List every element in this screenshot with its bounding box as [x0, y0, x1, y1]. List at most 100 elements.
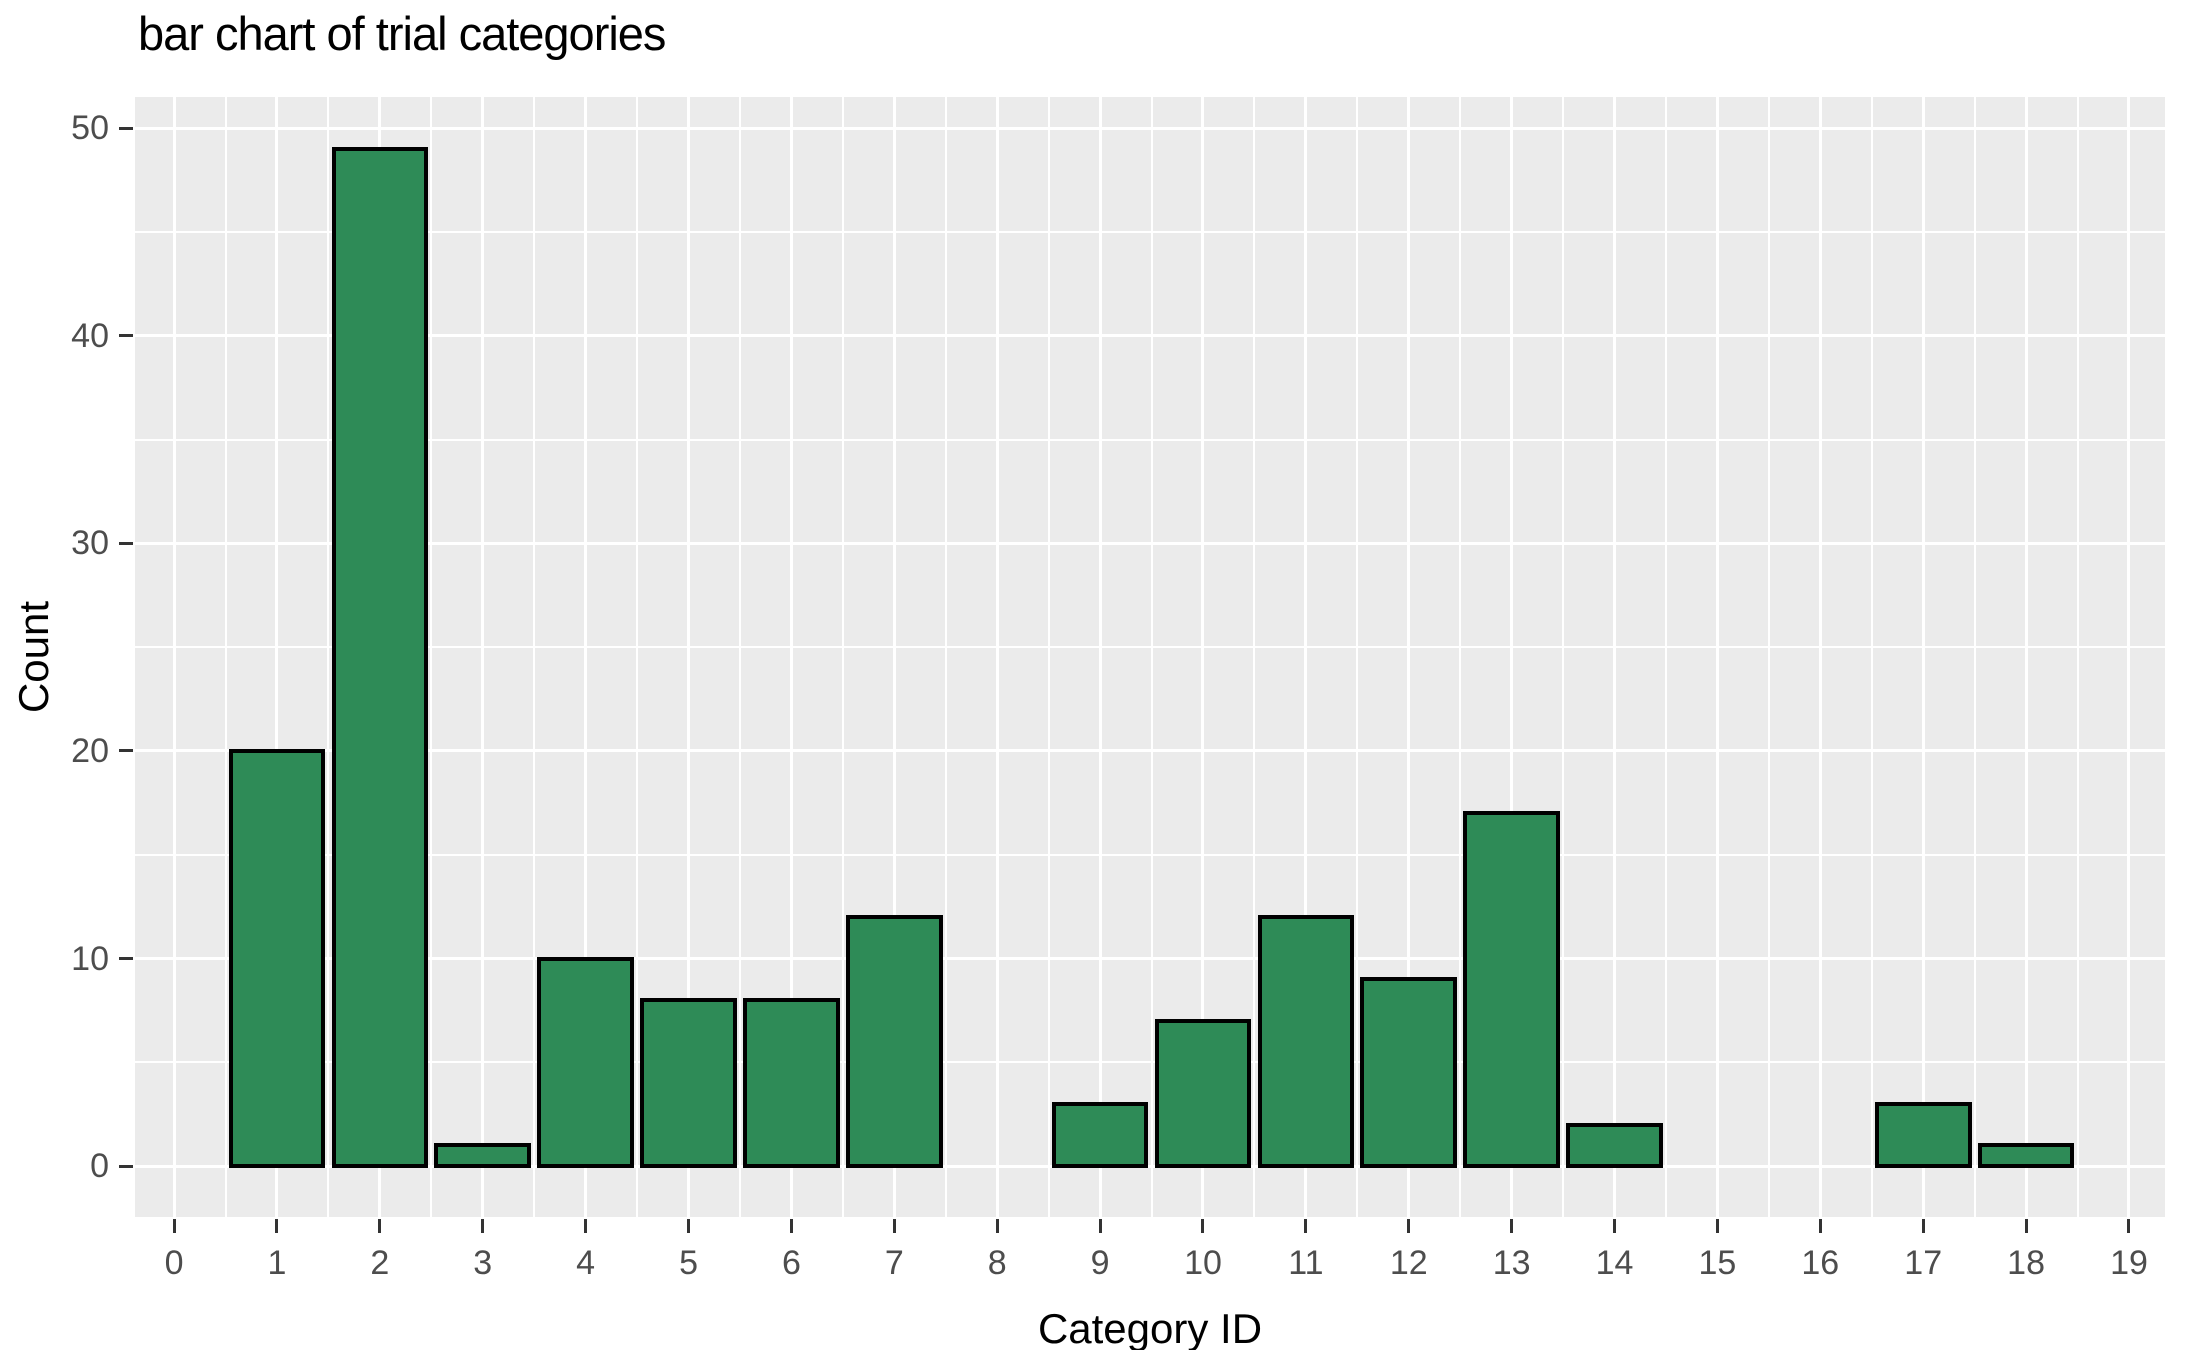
x-tick-label: 10: [1184, 1244, 1222, 1282]
x-gridline-minor: [841, 97, 844, 1217]
bar-category-12: [1360, 977, 1458, 1169]
x-gridline-minor: [1459, 97, 1462, 1217]
y-tick-label: 50: [71, 109, 109, 148]
x-tick-mark: [378, 1219, 382, 1233]
x-tick-label: 9: [1090, 1244, 1110, 1282]
bar-category-9: [1051, 1101, 1149, 1169]
x-tick-mark: [1818, 1219, 1822, 1233]
y-gridline-minor: [135, 646, 2165, 649]
x-gridline-minor: [533, 97, 536, 1217]
x-tick-mark: [789, 1219, 793, 1233]
bar-category-1: [228, 748, 326, 1169]
x-tick-label: 13: [1492, 1244, 1531, 1282]
bar-category-13: [1463, 811, 1560, 1169]
x-gridline-major: [892, 97, 896, 1217]
x-gridline-minor: [1356, 97, 1359, 1217]
x-gridline-major: [584, 97, 588, 1217]
y-tick-label: 20: [71, 731, 109, 770]
x-gridline-major: [1613, 97, 1617, 1217]
y-gridline-minor: [135, 230, 2165, 233]
bar-category-18: [1977, 1143, 2075, 1169]
x-tick-mark: [1510, 1219, 1514, 1233]
bar-category-3: [434, 1143, 532, 1169]
x-tick-label: 8: [987, 1244, 1007, 1282]
x-tick-mark: [995, 1219, 999, 1233]
bar-category-6: [743, 998, 840, 1169]
x-tick-mark: [1201, 1219, 1205, 1233]
y-tick-label: 30: [71, 524, 109, 563]
x-gridline-major: [481, 97, 485, 1217]
bar-category-14: [1566, 1122, 1663, 1169]
x-axis-title: Category ID: [1037, 1305, 1263, 1350]
y-gridline-major: [135, 749, 2165, 753]
x-tick-mark: [481, 1219, 485, 1233]
x-tick-label: 16: [1801, 1244, 1840, 1282]
x-tick-mark: [1715, 1219, 1719, 1233]
y-tick-mark: [119, 126, 133, 130]
x-tick-mark: [1304, 1219, 1308, 1233]
x-gridline-major: [2127, 97, 2131, 1217]
x-gridline-major: [789, 97, 793, 1217]
x-gridline-major: [1098, 97, 1102, 1217]
x-tick-label: 12: [1389, 1244, 1428, 1282]
y-gridline-minor: [135, 1061, 2165, 1064]
x-gridline-major: [1304, 97, 1308, 1217]
x-gridline-minor: [1047, 97, 1050, 1217]
x-tick-label: 18: [2007, 1244, 2046, 1282]
x-tick-mark: [1407, 1219, 1411, 1233]
x-gridline-minor: [738, 97, 741, 1217]
y-gridline-major: [135, 541, 2165, 545]
x-tick-label: 0: [164, 1244, 184, 1282]
x-gridline-minor: [1870, 97, 1873, 1217]
y-gridline-major: [135, 334, 2165, 338]
y-tick-label: 0: [90, 1147, 109, 1186]
bar-category-2: [331, 146, 429, 1169]
x-tick-mark: [892, 1219, 896, 1233]
y-tick-label: 40: [71, 316, 109, 355]
y-tick-mark: [119, 749, 133, 753]
x-gridline-minor: [944, 97, 947, 1217]
plot-panel: [135, 97, 2165, 1217]
bar-category-11: [1257, 915, 1355, 1169]
x-tick-label: 3: [473, 1244, 493, 1282]
x-gridline-minor: [1150, 97, 1153, 1217]
bar-category-4: [537, 956, 634, 1169]
bar-category-17: [1874, 1101, 1972, 1169]
y-tick-label: 10: [71, 939, 109, 978]
x-gridline-minor: [1767, 97, 1770, 1217]
x-gridline-minor: [2076, 97, 2079, 1217]
x-tick-mark: [172, 1219, 176, 1233]
x-gridline-minor: [636, 97, 639, 1217]
x-gridline-major: [687, 97, 691, 1217]
x-gridline-major: [1201, 97, 1205, 1217]
x-tick-mark: [2127, 1219, 2131, 1233]
y-tick-mark: [119, 334, 133, 338]
x-tick-label: 6: [781, 1244, 801, 1282]
x-gridline-major: [172, 97, 176, 1217]
x-tick-mark: [2024, 1219, 2028, 1233]
x-gridline-minor: [430, 97, 433, 1217]
x-tick-mark: [584, 1219, 588, 1233]
y-axis-title: Count: [10, 600, 57, 714]
x-gridline-major: [1818, 97, 1822, 1217]
x-gridline-major: [275, 97, 279, 1217]
x-tick-mark: [1098, 1219, 1102, 1233]
y-gridline-major: [135, 957, 2165, 961]
bar-category-5: [640, 998, 737, 1169]
y-gridline-minor: [135, 853, 2165, 856]
x-tick-mark: [1921, 1219, 1925, 1233]
x-tick-label: 15: [1698, 1244, 1737, 1282]
x-gridline-minor: [1562, 97, 1565, 1217]
x-tick-label: 19: [2110, 1244, 2148, 1282]
chart-title: bar chart of trial categories: [138, 7, 666, 60]
bar-category-10: [1154, 1018, 1252, 1169]
x-tick-mark: [687, 1219, 691, 1233]
x-tick-mark: [1613, 1219, 1617, 1233]
y-gridline-minor: [135, 438, 2165, 441]
x-gridline-major: [995, 97, 999, 1217]
x-gridline-major: [1510, 97, 1514, 1217]
y-gridline-major: [135, 1164, 2165, 1168]
x-tick-label: 14: [1595, 1244, 1634, 1282]
x-tick-label: 11: [1288, 1244, 1324, 1282]
